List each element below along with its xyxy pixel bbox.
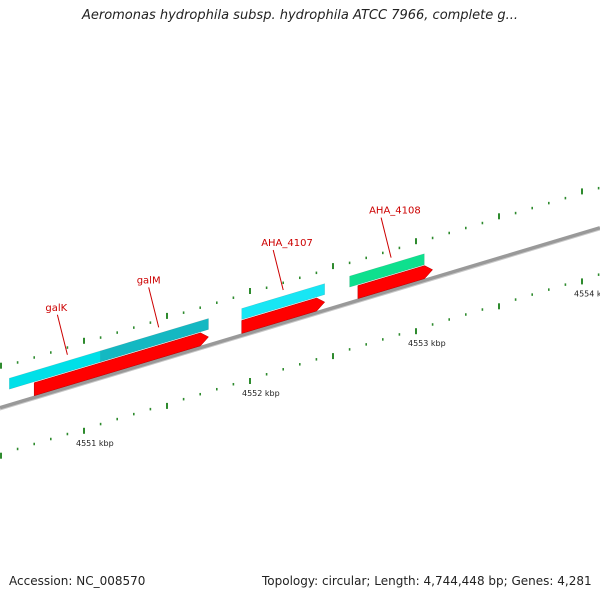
forward-gene-label-aha-4108: AHA_4108 [369, 206, 421, 217]
forward-gene-leader [380, 217, 392, 258]
topology-label: Topology: circular; Length: 4,744,448 bp… [262, 574, 592, 588]
map-title: Aeromonas hydrophila subsp. hydrophila A… [81, 8, 519, 23]
forward-gene-label-galm: galM [137, 275, 161, 286]
forward-gene-aha-4108 [349, 253, 425, 288]
forward-gene-galm [100, 318, 209, 363]
ruler-label-4551: 4551 kbp [76, 439, 114, 448]
sequence-backbone-shadow [0, 229, 600, 411]
forward-gene-leader [56, 314, 68, 355]
forward-gene-label-aha-4107: AHA_4107 [261, 238, 313, 249]
ruler-label-4552: 4552 kbp [242, 389, 280, 398]
ruler-label-4553: 4553 kbp [408, 339, 446, 348]
ruler-label-4554: 4554 kbp [574, 289, 600, 298]
accession-label: Accession: NC_008570 [9, 574, 146, 588]
forward-gene-leader [272, 249, 284, 291]
forward-gene-aha-4107 [241, 283, 325, 320]
forward-gene-label-galk: galK [45, 303, 67, 314]
forward-cds-arrow [241, 297, 326, 334]
forward-cds-arrow [357, 265, 434, 299]
sequence-backbone [0, 226, 600, 410]
forward-cds-arrow [33, 332, 209, 397]
forward-gene-leader [148, 287, 160, 328]
